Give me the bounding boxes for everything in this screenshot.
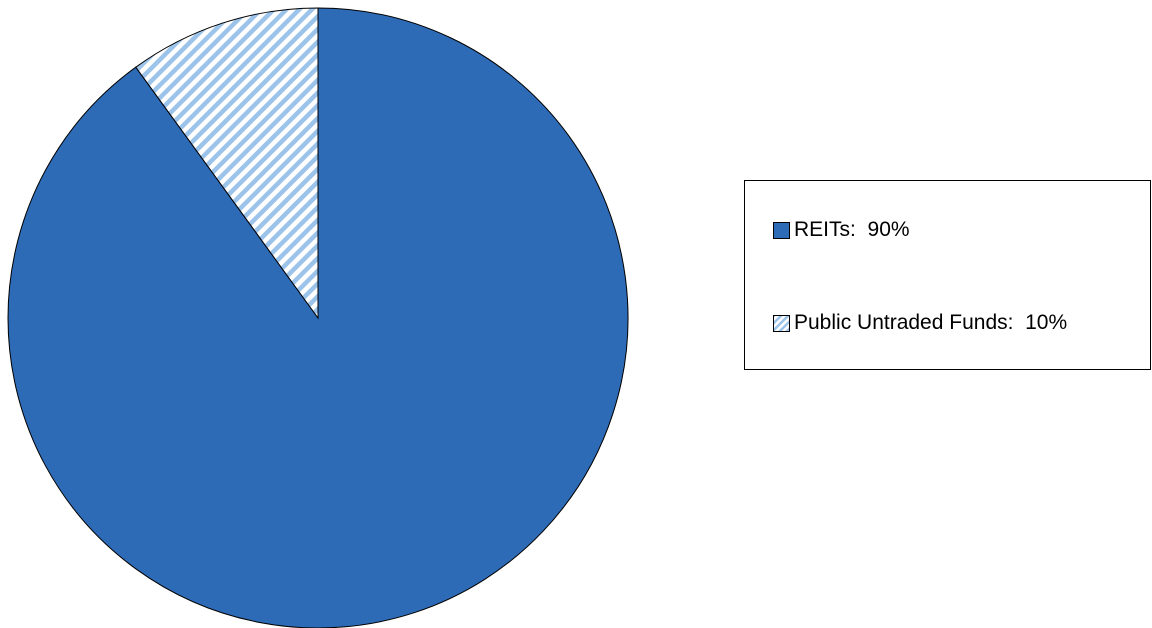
pie-slice-public-untraded-funds bbox=[135, 7, 319, 320]
legend-label-public-untraded-funds: Public Untraded Funds: 10% bbox=[794, 311, 1068, 334]
legend-item-reits: REITs: 90% bbox=[773, 217, 910, 243]
pie-chart bbox=[7, 7, 629, 628]
chart-legend: REITs: 90% Public Untraded Funds: 10% bbox=[744, 180, 1151, 370]
legend-item-public-untraded-funds: Public Untraded Funds: 10% bbox=[773, 310, 1067, 336]
legend-swatch-public-untraded-funds bbox=[773, 314, 790, 332]
legend-label-reits: REITs: 90% bbox=[794, 218, 910, 241]
legend-swatch-reits bbox=[773, 221, 790, 239]
